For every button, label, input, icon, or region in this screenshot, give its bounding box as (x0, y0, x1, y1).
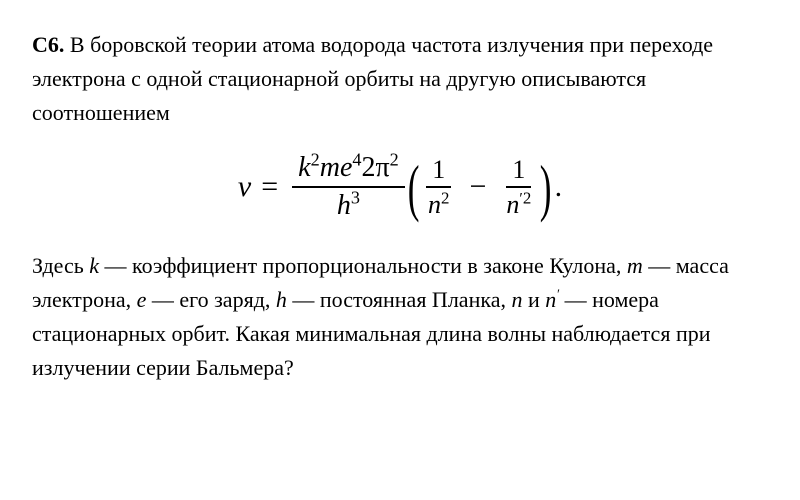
var-n1: n (428, 190, 441, 219)
fraction-n1-den: n2 (422, 188, 455, 220)
fraction-main-den: h3 (331, 188, 366, 222)
fraction-n2-den: n′2 (500, 188, 537, 220)
fraction-n2-num: 1 (506, 155, 531, 189)
fraction-n1: 1 n2 (422, 155, 455, 221)
after-text-4: — его заряд, (146, 287, 276, 312)
problem-label: С6. (32, 32, 64, 57)
paren-open: ( (407, 162, 419, 213)
var-e: e (340, 152, 352, 183)
var-h: h (337, 190, 351, 221)
after-text-1: Здесь (32, 253, 89, 278)
exp-n2: 2 (523, 189, 531, 208)
after-text-2: — коэффициент пропорциональности в закон… (99, 253, 627, 278)
fraction-main: k2me42π2 h3 (292, 152, 405, 222)
lhs-nu: ν (238, 164, 251, 211)
inline-var-k: k (89, 253, 99, 278)
var-k: k (298, 152, 310, 183)
fraction-n2: 1 n′2 (500, 155, 537, 221)
exp-pi: 2 (390, 150, 399, 170)
after-text-5: — постоянная Планка, (287, 287, 512, 312)
after-text-6: и (522, 287, 545, 312)
exp-h: 3 (351, 188, 360, 208)
formula-period: . (555, 164, 563, 223)
inline-var-h: h (276, 287, 287, 312)
formula: ν = k2me42π2 h3 ( 1 n2 − 1 n′2 (32, 152, 768, 222)
problem-block: С6. В боровской теории атома водорода ча… (32, 28, 768, 385)
fraction-main-num: k2me42π2 (292, 152, 405, 188)
intro-text: В боровской теории атома водорода частот… (32, 32, 713, 125)
inline-var-nprime: n′ (545, 287, 559, 312)
fraction-n1-num: 1 (426, 155, 451, 189)
var-n2: n (506, 190, 519, 219)
inline-var-e: e (137, 287, 147, 312)
inline-var-m: m (627, 253, 643, 278)
paren-group: ( 1 n2 − 1 n′2 ) (409, 155, 551, 221)
inline-var-n: n (511, 287, 522, 312)
two-pi: 2π (361, 152, 389, 183)
equals-sign: = (261, 164, 278, 211)
minus-sign: − (469, 164, 486, 211)
exp-k: 2 (311, 150, 320, 170)
var-m: m (320, 152, 340, 183)
exp-n1: 2 (441, 189, 449, 208)
paren-close: ) (540, 162, 552, 213)
